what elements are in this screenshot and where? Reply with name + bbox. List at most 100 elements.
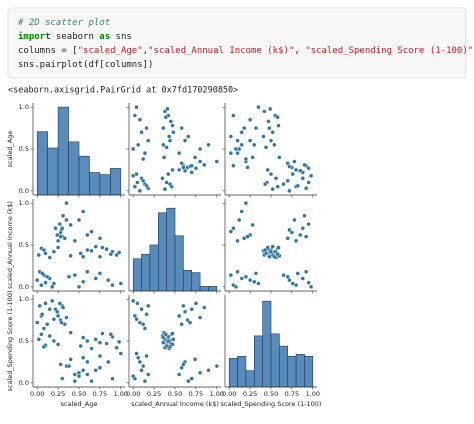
scatter-point [118,351,124,356]
scatter-point [146,138,151,143]
scatter-point [167,181,173,187]
code-token: as [99,32,110,42]
scatter-point [197,146,203,152]
scatter-point [268,249,274,254]
scatter-point [281,181,286,187]
scatter-point [181,362,186,367]
scatter-point [55,309,60,314]
code: # 2D scatter plot import seaborn as sns co… [17,18,474,70]
scatter-point [161,125,166,131]
scatter-point [231,163,236,168]
scatter-point [161,142,166,148]
scatter-point [93,244,98,249]
scatter-point [166,338,171,344]
scatter-point [306,280,311,285]
scatter-point [235,238,240,244]
scatter-point [293,167,299,173]
scatter-point [142,150,148,156]
y-tick-label: 0.0 [19,187,29,195]
x-axis-label: scaled_Age [61,400,98,408]
panel: 0.00 0.25 0.50 0.75 1.00 [222,295,320,398]
scatter-point [181,165,186,170]
code-token: , [143,46,148,56]
scatter-point [116,250,122,255]
scatter-point [176,150,182,156]
scatter-point [233,146,239,152]
scatter-point [57,221,62,227]
scatter-point [139,130,144,135]
x-tick-label: 0.00 [126,390,140,398]
scatter-point [40,312,45,317]
scatter-point [60,213,66,218]
code-line: sns.pairplot(df[columns]) [18,60,153,70]
scatter-point [228,134,234,139]
scatter-point [268,171,274,177]
scatter-point [170,331,175,336]
panel [222,103,317,198]
hist-bar [89,172,101,196]
hist-bar [304,356,314,388]
x-tick-label: 0.75 [93,390,107,398]
code-line: import seaborn as sns [18,31,132,42]
scatter-point [242,125,247,131]
hist-bar [157,212,167,292]
scatter-point [130,146,136,152]
scatter-point [292,159,297,164]
x-tick-label: 0.25 [243,390,257,398]
code-token: sns [110,32,132,42]
scatter-point [287,164,292,169]
scatter-point [58,362,63,367]
scatter-point [256,281,261,286]
scatter-point [93,368,98,373]
scatter-point [295,183,300,189]
scatter-point [141,178,146,183]
scatter-point [182,309,188,314]
scatter-point [51,338,57,344]
scatter-point [186,134,191,139]
scatter-point [235,138,240,143]
scatter-point [290,281,295,286]
scatter-point [302,162,307,168]
scatter-point [55,238,61,244]
code-cell [7,7,467,79]
scatter-point [197,315,203,320]
scatter-point [163,115,169,120]
scatter-point [262,247,268,253]
scatter-point [303,234,309,239]
scatter-point [141,156,146,162]
scatter-point [265,167,270,173]
scatter-point [93,276,98,281]
scatter-point [62,236,67,241]
hist-bar [149,244,159,292]
cell-output: <seaborn.axisgrid.PairGrid at 0x7fd17029… [8,86,238,96]
scatter-point [166,171,171,177]
hist-bar [191,272,201,292]
y-tick-label: 0.5 [19,337,29,345]
y-tick-label: 0.5 [19,241,29,249]
scatter-point [80,368,86,373]
scatter-point [267,106,273,112]
scatter-point [202,305,207,310]
scatter-point [64,315,69,320]
scatter-point [247,117,253,122]
scatter-point [247,138,253,143]
hist-bar [99,174,111,196]
scatter-point [287,188,292,194]
scatter-point [41,326,47,331]
scatter-point [116,339,122,345]
scatter-point [243,274,249,279]
scatter-point [163,332,169,337]
scatter-point [139,368,144,373]
code-line: columns = ["scaled_Age","scaled_Annual I… [18,46,474,56]
scatter-point [243,200,249,206]
scatter-point [189,376,194,381]
scatter-point [47,307,52,312]
hist-bar [132,258,142,292]
scatter-point [206,368,211,373]
scatter-point [179,322,184,327]
scatter-point [214,363,220,369]
scatter-point [253,125,259,131]
scatter-point [34,277,40,283]
pairplot: 0.00.51.00.00.51.00.00 0.25 0.50 0.75 1.000.… [6,103,321,408]
